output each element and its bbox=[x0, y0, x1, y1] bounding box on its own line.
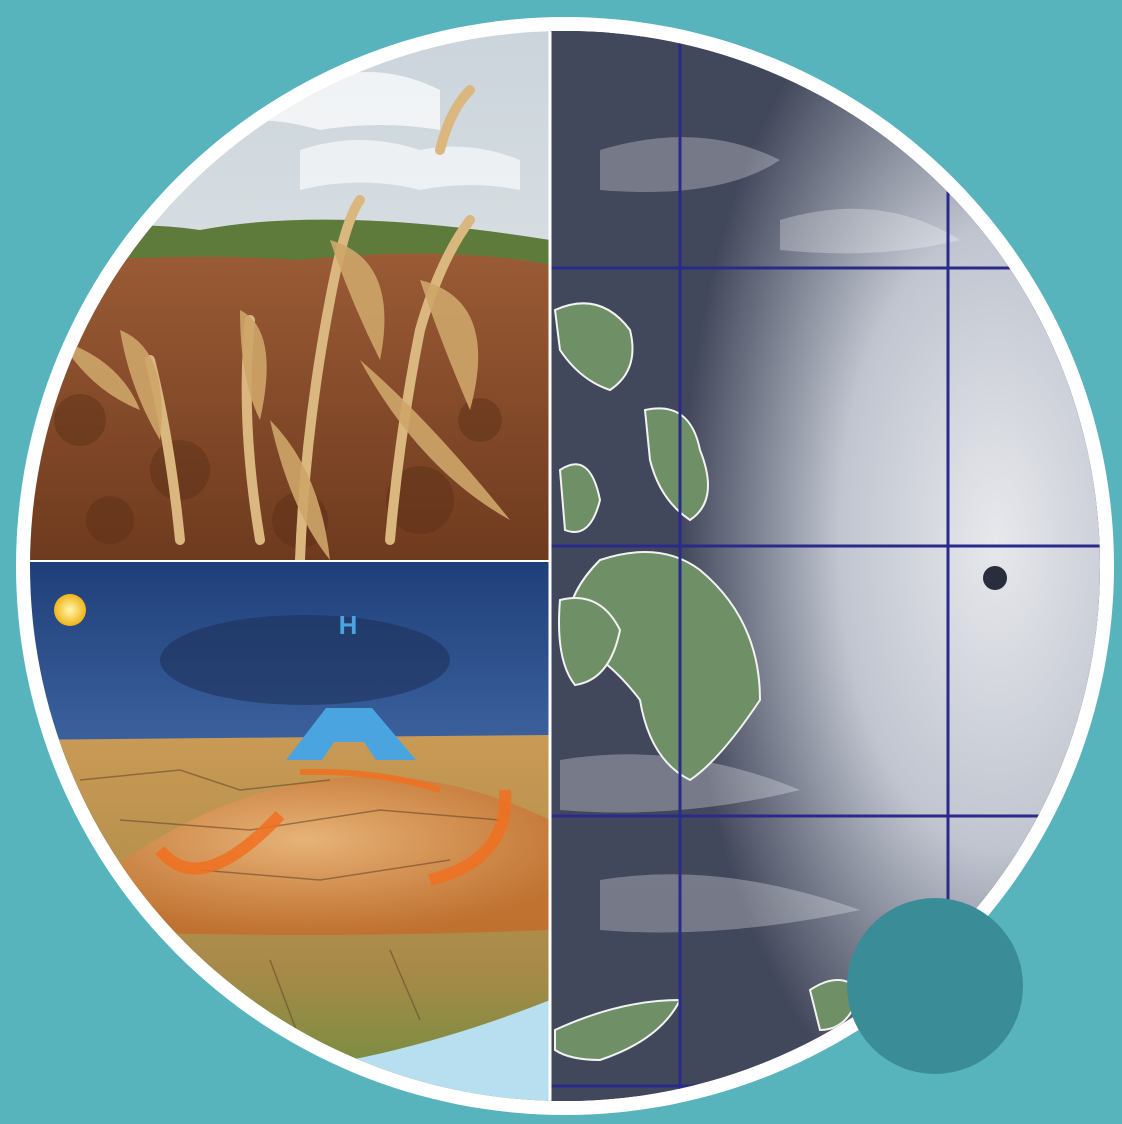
storm-eye bbox=[983, 566, 1007, 590]
heat-dome-diagram: H H bbox=[30, 562, 550, 1101]
drought-field-photo bbox=[30, 31, 550, 565]
high-pressure-label: H bbox=[339, 610, 358, 640]
sun-icon bbox=[54, 594, 86, 626]
accent-dot bbox=[847, 898, 1023, 1074]
